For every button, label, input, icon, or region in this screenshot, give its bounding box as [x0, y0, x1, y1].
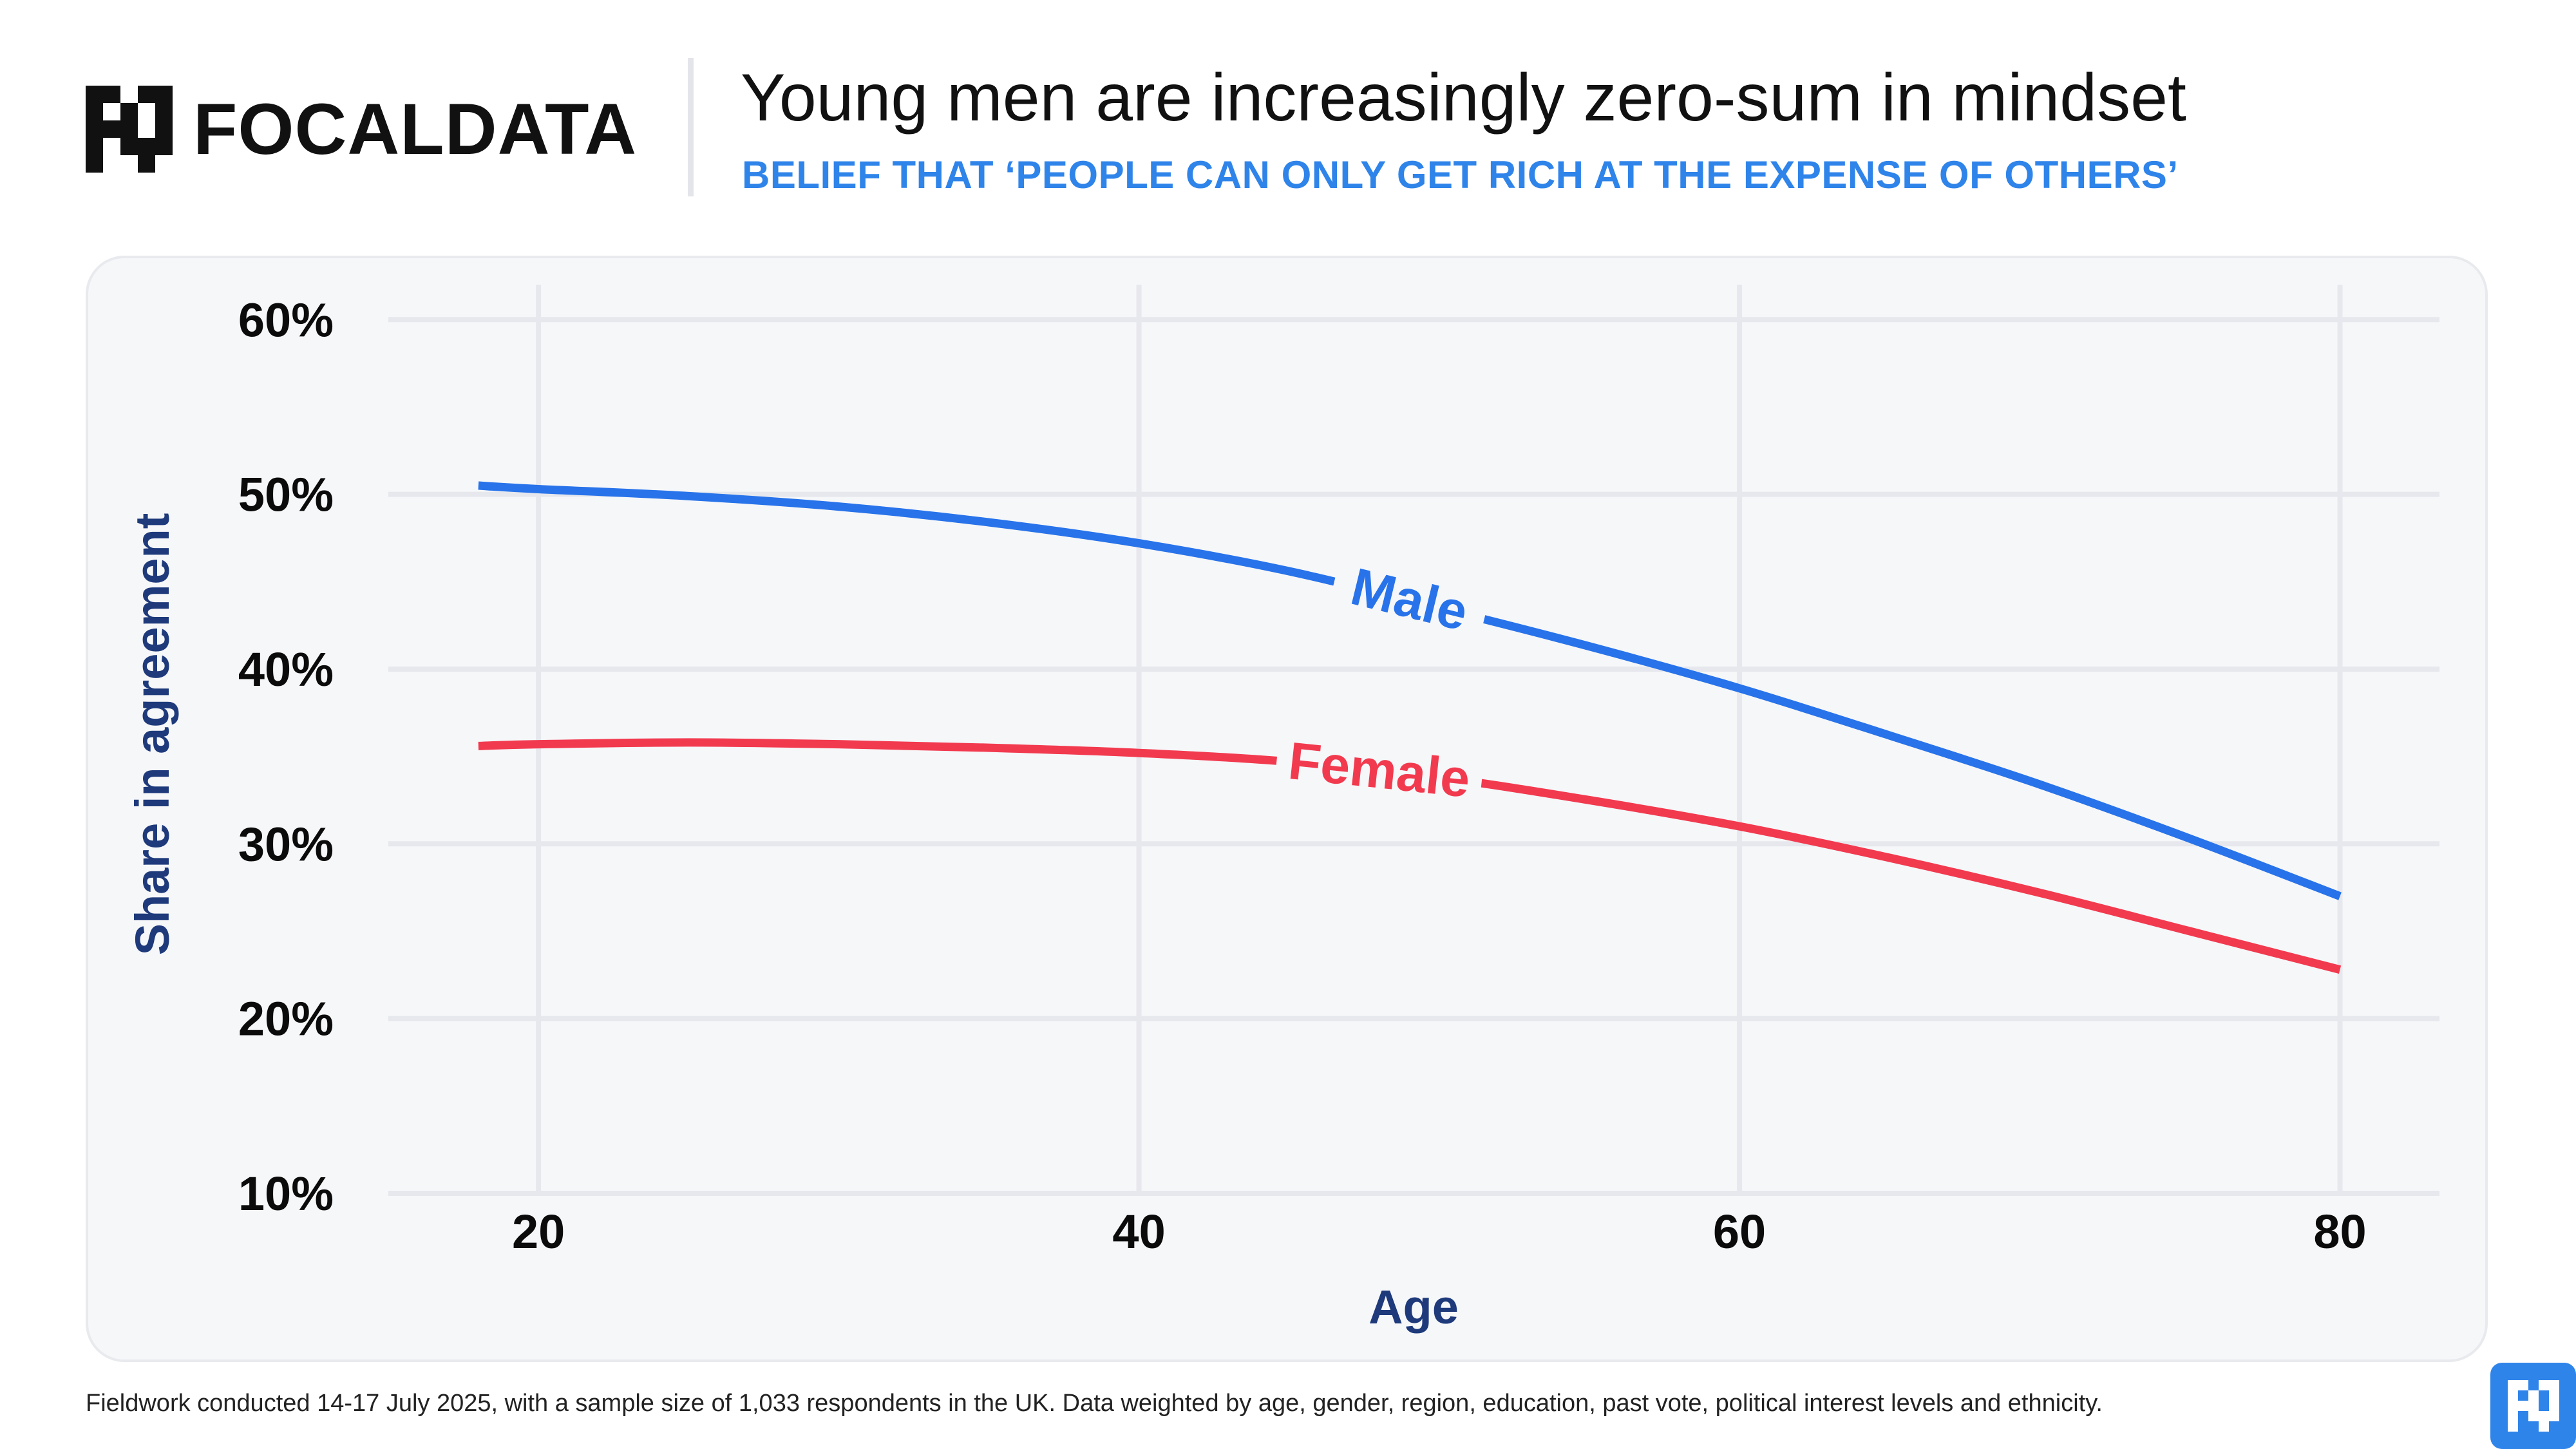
footnote: Fieldwork conducted 14-17 July 2025, wit…	[86, 1390, 2103, 1417]
brand-name: FOCALDATA	[193, 89, 638, 169]
x-tick-label: 20	[512, 1205, 565, 1258]
tick-labels: 10% 20% 30% 40% 50% 60% 20 40 60 80	[238, 293, 2367, 1258]
series-label-male: Male	[1345, 557, 1473, 642]
series-labels: Male Female	[1273, 549, 1493, 815]
series-line-male	[478, 481, 2342, 900]
grid-lines	[388, 285, 2439, 1196]
y-tick-label: 50%	[238, 468, 334, 522]
y-tick-label: 10%	[238, 1167, 334, 1220]
x-axis-title: Age	[1368, 1280, 1459, 1334]
chart-subtitle: BELIEF THAT ‘PEOPLE CAN ONLY GET RICH AT…	[742, 153, 2179, 196]
header-divider	[688, 58, 694, 196]
chart-panel	[86, 256, 2488, 1362]
series-label-group-male: Male	[1326, 549, 1493, 652]
focaldata-badge-icon	[2490, 1363, 2576, 1449]
series-lines	[478, 481, 2342, 974]
x-tick-label: 40	[1112, 1205, 1165, 1258]
series-label-halo	[1326, 549, 1493, 652]
series-label-group-female: Female	[1273, 727, 1486, 815]
chart-title: Young men are increasingly zero-sum in m…	[741, 61, 2186, 135]
x-tick-label: 60	[1713, 1205, 1766, 1258]
y-tick-label: 30%	[238, 817, 334, 871]
series-label-halo	[1273, 727, 1486, 815]
y-tick-label: 20%	[238, 992, 334, 1046]
focaldata-logo-icon	[86, 86, 173, 173]
y-tick-label: 60%	[238, 293, 334, 346]
x-tick-label: 80	[2313, 1205, 2366, 1258]
y-tick-label: 40%	[238, 643, 334, 696]
y-axis-title: Share in agreement	[126, 513, 179, 956]
